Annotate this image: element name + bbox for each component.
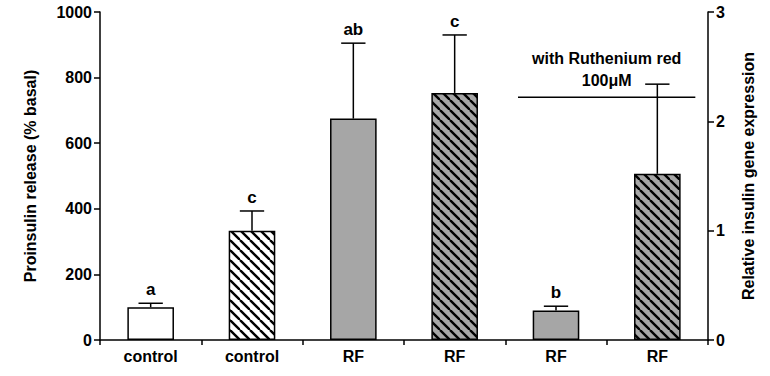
svg-text:100μM: 100μM (582, 72, 632, 89)
svg-text:Relative insulin gene expressi: Relative insulin gene expression (740, 52, 757, 300)
svg-text:b: b (551, 283, 561, 302)
svg-text:1: 1 (716, 222, 725, 239)
svg-text:a: a (146, 280, 156, 299)
svg-text:with Ruthenium red: with Ruthenium red (531, 50, 681, 67)
svg-text:RF: RF (343, 348, 365, 365)
svg-text:0: 0 (83, 332, 92, 349)
svg-text:c: c (450, 12, 459, 31)
svg-text:600: 600 (65, 135, 92, 152)
svg-text:1000: 1000 (56, 4, 92, 21)
svg-text:Proinsulin release (% basal): Proinsulin release (% basal) (22, 70, 39, 283)
svg-text:ab: ab (343, 20, 363, 39)
svg-text:800: 800 (65, 69, 92, 86)
svg-text:control: control (124, 348, 178, 365)
svg-text:c: c (247, 188, 256, 207)
svg-text:400: 400 (65, 200, 92, 217)
svg-text:RF: RF (444, 348, 466, 365)
svg-text:2: 2 (716, 113, 725, 130)
svg-text:RF: RF (647, 348, 669, 365)
svg-text:RF: RF (545, 348, 567, 365)
svg-text:0: 0 (716, 332, 725, 349)
svg-text:200: 200 (65, 266, 92, 283)
svg-text:control: control (225, 348, 279, 365)
svg-text:3: 3 (716, 4, 725, 21)
